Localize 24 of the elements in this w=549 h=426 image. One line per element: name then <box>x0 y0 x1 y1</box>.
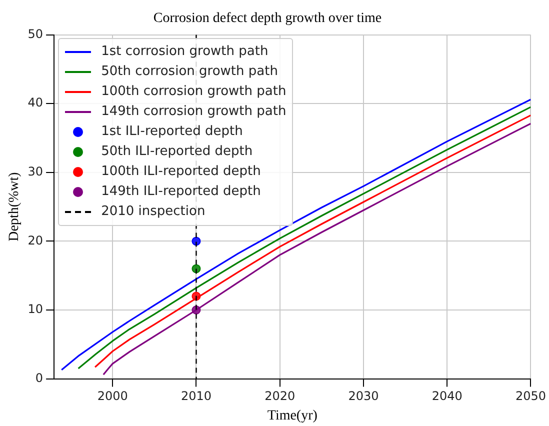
y-tick-label: 10 <box>28 302 44 316</box>
legend-label: 100th corrosion growth path <box>101 84 286 100</box>
x-tick-label: 2040 <box>432 389 462 404</box>
legend-label: 100th ILI-reported depth <box>101 164 261 180</box>
y-tick-label: 50 <box>28 26 44 41</box>
legend-label: 149th corrosion growth path <box>101 104 286 120</box>
x-tick-label: 2010 <box>180 389 212 404</box>
x-tick-label: 2030 <box>348 389 379 404</box>
x-tick-label: 2020 <box>264 389 296 404</box>
y-axis-title: Depth(%wt) <box>7 172 22 242</box>
y-tick-label: 40 <box>28 96 44 110</box>
y-tick-label: 20 <box>28 233 44 248</box>
x-tick-label: 2000 <box>97 389 128 404</box>
legend-label: 1st corrosion growth path <box>101 44 268 60</box>
legend-label: 50th corrosion growth path <box>101 64 278 80</box>
legend-label: 1st ILI-reported depth <box>101 124 243 140</box>
chart-title: Corrosion defect depth growth over time <box>153 11 382 26</box>
x-axis-title: Time(yr) <box>267 408 318 424</box>
legend-label: 50th ILI-reported depth <box>101 144 253 160</box>
legend-label: 149th ILI-reported depth <box>101 184 261 200</box>
y-tick-label: 0 <box>35 370 44 385</box>
y-tick-label: 30 <box>28 164 44 179</box>
ref-line-label: 2010 inspection <box>101 204 206 220</box>
x-tick-label: 2050 <box>515 389 546 404</box>
